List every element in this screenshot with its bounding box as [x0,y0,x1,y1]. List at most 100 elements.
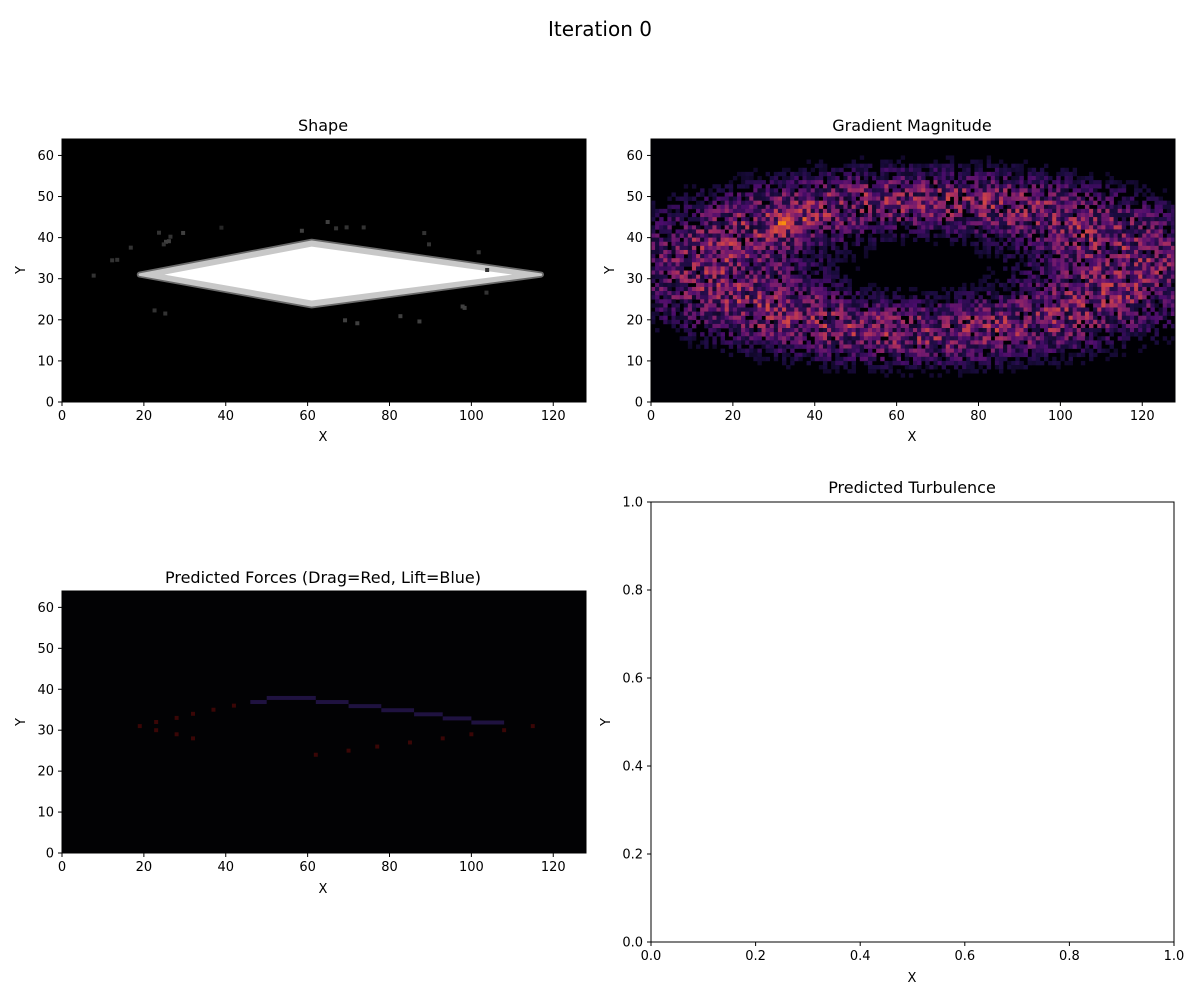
gradient-cell [675,217,680,222]
gradient-cell [1056,180,1061,185]
gradient-cell [839,188,844,193]
gradient-cell [863,319,869,325]
gradient-cell [843,344,848,349]
gradient-cell [1011,352,1016,358]
gradient-cell [651,278,656,284]
gradient-cell [790,319,795,325]
gradient-cell [704,208,709,214]
gradient-cell [814,315,820,321]
gradient-cell [708,315,713,321]
gradient-cell [937,360,942,366]
gradient-cell [1109,196,1114,201]
gradient-cell [822,274,828,280]
gradient-cell [835,348,840,353]
gradient-cell [1056,241,1061,247]
gradient-cell [937,373,942,378]
gradient-cell [1072,328,1078,333]
gradient-cell [1076,352,1082,358]
gradient-cell [843,328,848,333]
gradient-cell [806,192,811,197]
gradient-cell [1125,291,1131,296]
gradient-cell [1125,229,1131,234]
gradient-cell [872,212,877,218]
gradient-cell [908,328,914,333]
gradient-cell [700,200,705,206]
gradient-cell [925,184,930,189]
gradient-cell [1080,291,1086,296]
gradient-cell [1044,245,1049,251]
gradient-cell [904,340,910,345]
gradient-cell [1105,196,1110,201]
gradient-cell [855,299,861,304]
gradient-cell [1125,307,1131,312]
gradient-cell [863,315,869,321]
gradient-cell [1076,282,1082,288]
gradient-cell [978,217,983,222]
gradient-cell [773,307,779,312]
gradient-cell [782,352,787,358]
gradient-cell [892,237,897,243]
gradient-cell [1113,278,1118,284]
gradient-cell [667,262,672,267]
gradient-cell [1109,180,1114,185]
gradient-cell [958,315,963,321]
gradient-cell [884,373,889,378]
gradient-cell [1027,212,1033,218]
gradient-cell [757,233,762,238]
gradient-cell [679,336,685,341]
gradient-cell [1134,319,1139,325]
gradient-cell [933,225,938,230]
gradient-cell [941,340,947,345]
gradient-cell [1056,319,1061,325]
gradient-cell [835,233,840,238]
gradient-cell [859,336,865,341]
gradient-cell [884,200,889,206]
x-tick-label: 20 [136,860,153,875]
gradient-cell [966,348,971,353]
gradient-cell [872,188,877,193]
gradient-cell [769,241,775,247]
gradient-cell [904,171,910,177]
gradient-cell [806,328,811,333]
gradient-cell [773,270,779,275]
gradient-cell [1068,249,1073,255]
gradient-cell [782,278,787,284]
gradient-cell [1015,299,1020,304]
gradient-cell [941,303,947,308]
gradient-cell [949,167,955,173]
gradient-cell [745,266,750,271]
gradient-cell [970,184,975,189]
gradient-cell [1170,221,1176,226]
drag-point [469,732,474,737]
gradient-cell [884,319,889,325]
gradient-cell [1068,336,1073,341]
gradient-cell [949,303,955,308]
gradient-cell [1089,221,1094,226]
gradient-cell [1023,311,1028,317]
gradient-cell [966,291,971,296]
gradient-cell [696,266,701,271]
gradient-cell [786,344,791,349]
gradient-cell [880,233,885,238]
gradient-cell [843,315,848,321]
gradient-cell [769,307,775,312]
gradient-cell [855,192,861,197]
gradient-cell [892,344,897,349]
gradient-cell [651,286,656,292]
gradient-cell [1105,204,1110,210]
gradient-cell [872,291,877,296]
gradient-cell [814,229,820,234]
gradient-cell [1060,307,1065,312]
gradient-cell [786,200,791,206]
gradient-cell [675,196,680,201]
gradient-cell [720,291,725,296]
gradient-cell [1138,262,1143,267]
gradient-cell [1068,196,1073,201]
gradient-cell [700,270,705,275]
gradient-cell [896,180,902,185]
gradient-cell [1072,167,1078,173]
gradient-cell [667,299,672,304]
gradient-cell [945,229,951,234]
gradient-cell [806,258,811,263]
gradient-cell [1023,307,1028,312]
